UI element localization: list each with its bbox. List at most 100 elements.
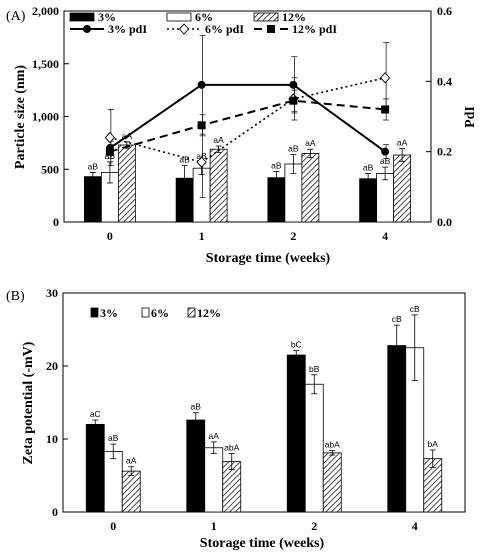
significance-label: aA xyxy=(213,135,224,145)
panel-b-label: (B) xyxy=(6,289,25,304)
legend-swatch-12% xyxy=(187,307,196,318)
y2-tick-label: 0.2 xyxy=(437,145,452,159)
x-tick-label: 4 xyxy=(382,229,388,243)
pdi-marker xyxy=(105,147,114,156)
pdi-marker xyxy=(104,131,115,144)
x-tick-label: 0 xyxy=(107,229,113,243)
bar-6%-1 xyxy=(204,447,224,513)
plot-frame xyxy=(62,292,466,513)
pdi-marker xyxy=(197,121,206,130)
y-tick-label: 1,000 xyxy=(32,110,59,124)
legend-label: 3% pdI xyxy=(108,22,147,36)
y-tick-label: 0 xyxy=(53,215,59,229)
significance-label: abA xyxy=(325,440,340,450)
legend-label: 12% xyxy=(197,306,221,320)
x-tick-label: 2 xyxy=(290,229,296,243)
bar-6%-2 xyxy=(304,383,324,513)
legend-swatch-6% xyxy=(141,307,150,318)
bar-12%-1 xyxy=(209,148,228,223)
bar-3%-4 xyxy=(359,178,378,223)
bar-3%-0 xyxy=(83,176,102,223)
significance-label: aB xyxy=(191,402,202,412)
pdi-line-12% pdI xyxy=(109,99,386,153)
significance-label: bB xyxy=(309,364,320,374)
legend-swatch-3% xyxy=(69,12,95,22)
y2-tick-label: 0.4 xyxy=(437,74,452,88)
y-tick-label: 2,000 xyxy=(32,4,59,18)
y-tick-label: 10 xyxy=(46,432,58,446)
significance-label: aB xyxy=(380,156,391,166)
panel-a-label: (A) xyxy=(6,9,26,24)
x-tick-label: 1 xyxy=(199,229,205,243)
bar-12%-4 xyxy=(393,154,412,223)
significance-label: aB xyxy=(271,160,282,170)
pdi-marker xyxy=(197,80,206,89)
y-tick-label: 500 xyxy=(41,162,59,176)
legend-label: 6% pdI xyxy=(205,22,244,36)
significance-label: bA xyxy=(428,439,439,449)
pdi-line-3% pdI xyxy=(109,83,386,153)
bar-12%-0 xyxy=(117,144,136,223)
bar-12%-2 xyxy=(301,153,320,223)
panel-b-plot: 0 10 20 30 0 1 2 4 aC aB bC cB aB aA bB cB aA abA abA bA 3% 6… xyxy=(46,286,466,533)
legend-label: 6% xyxy=(195,10,213,24)
y-tick-label: 30 xyxy=(46,286,58,300)
panel-a-y2-axis-title: PdI xyxy=(463,106,478,128)
x-tick-label: 2 xyxy=(311,519,317,533)
x-tick-label: 0 xyxy=(110,519,116,533)
x-tick-label: 1 xyxy=(211,519,217,533)
pdi-marker xyxy=(289,80,298,89)
significance-label: aB xyxy=(88,161,99,171)
bar-3%-2 xyxy=(286,354,306,513)
bar-3%-1 xyxy=(186,419,206,513)
panel-b-y-axis-title: Zeta potential (-mV) xyxy=(21,341,36,464)
legend-label: 12% pdI xyxy=(292,22,337,36)
legend-label: 12% xyxy=(282,10,306,24)
legend-swatch-12% xyxy=(253,12,279,22)
significance-label: aB xyxy=(179,155,190,165)
significance-label: cB xyxy=(392,314,402,324)
pdi-marker xyxy=(196,156,207,168)
legend-label: 6% xyxy=(151,306,169,320)
legend-marker xyxy=(83,25,91,33)
significance-label: aB xyxy=(288,143,299,153)
significance-label: aB xyxy=(108,433,119,443)
y-tick-label: 20 xyxy=(46,359,58,373)
bar-3%-4 xyxy=(387,345,407,513)
significance-label: bC xyxy=(291,340,302,350)
legend-marker xyxy=(267,25,275,33)
y-tick-label: 0 xyxy=(52,505,58,519)
significance-label: aA xyxy=(397,138,408,148)
panel-a-x-axis-title: Storage time (weeks) xyxy=(206,251,331,266)
y2-tick-label: 0.6 xyxy=(437,4,452,18)
legend-label: 3% xyxy=(100,306,118,320)
significance-label: abA xyxy=(224,443,239,453)
pdi-marker xyxy=(289,96,298,105)
pdi-line-6% pdI xyxy=(109,77,386,164)
panel-a-y-axis-title: Particle size (nm) xyxy=(13,65,28,170)
significance-label: aA xyxy=(305,138,316,148)
pdi-marker xyxy=(380,72,391,84)
significance-label: aA xyxy=(209,431,220,441)
significance-label: aC xyxy=(90,409,101,419)
significance-label: aB xyxy=(363,162,374,172)
bar-12%-2 xyxy=(322,452,342,513)
significance-label: aB xyxy=(196,151,207,161)
y-tick-label: 1,500 xyxy=(32,57,59,71)
bar-6%-4 xyxy=(376,173,395,223)
significance-label: aA xyxy=(126,456,137,466)
y2-tick-label: 0.0 xyxy=(437,215,452,229)
bar-6%-1 xyxy=(192,167,211,223)
x-tick-label: 4 xyxy=(412,519,418,533)
pdi-marker xyxy=(381,105,390,114)
bar-3%-0 xyxy=(85,423,105,513)
bar-12%-0 xyxy=(121,470,141,513)
pdi-marker xyxy=(381,147,390,156)
significance-label: aB xyxy=(105,151,116,161)
legend-swatch-3% xyxy=(90,307,99,318)
bar-6%-0 xyxy=(103,451,123,513)
legend-marker xyxy=(178,23,190,35)
legend-label: 3% xyxy=(98,10,116,24)
legend-swatch-6% xyxy=(166,12,192,22)
